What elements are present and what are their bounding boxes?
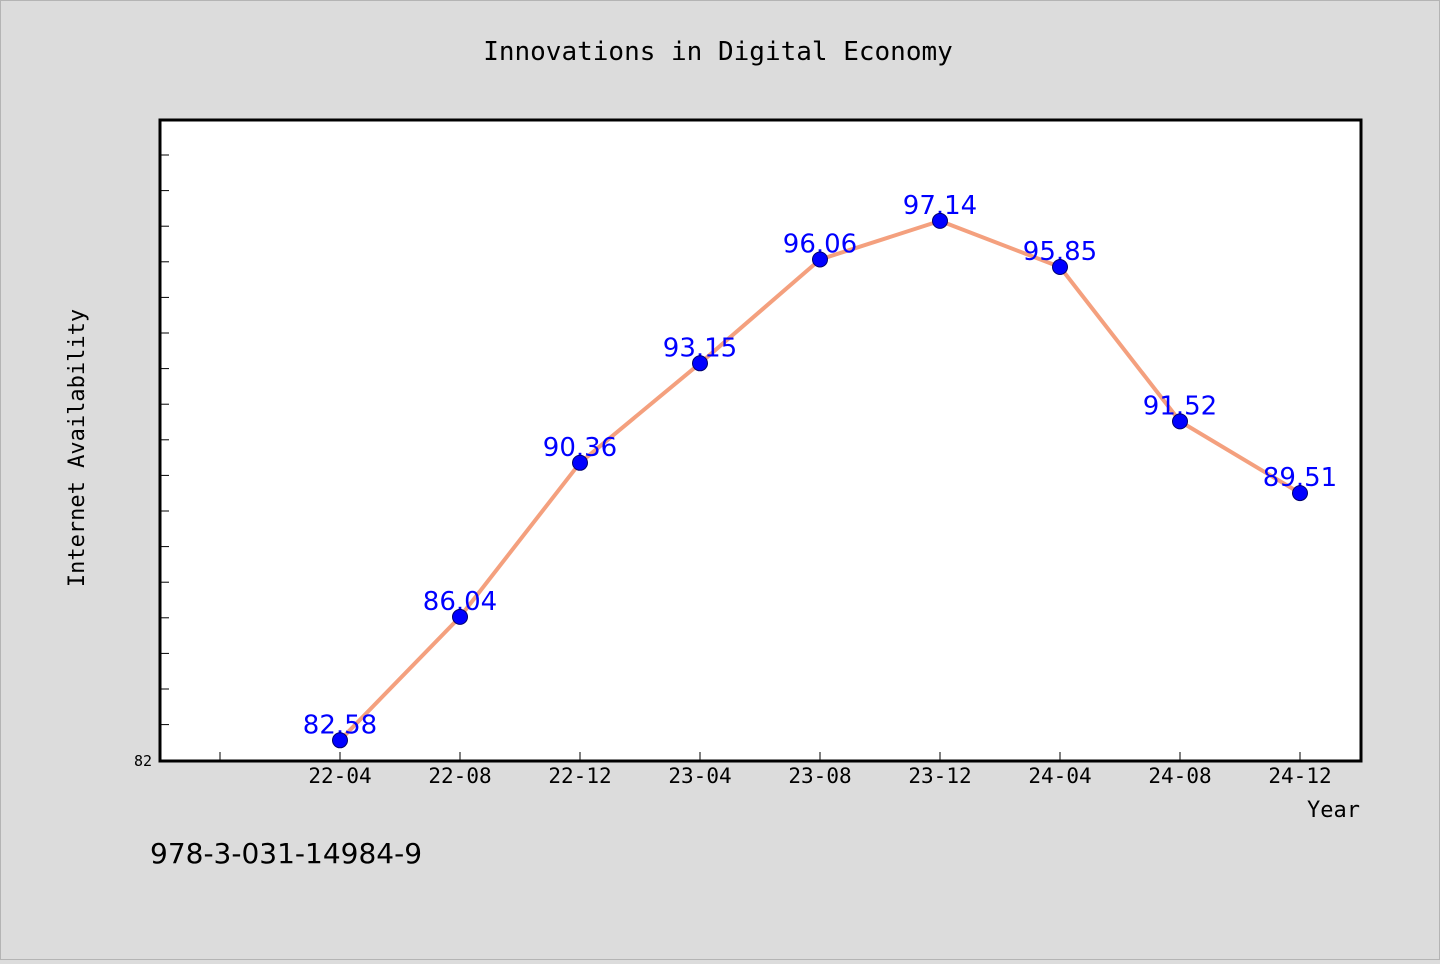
data-point (452, 608, 468, 625)
x-tick-label: 23-04 (668, 764, 731, 788)
x-tick-label: 22-04 (308, 764, 371, 788)
x-tick-label: 24-08 (1148, 764, 1211, 788)
x-tick-label: 23-08 (788, 764, 851, 788)
data-point (1052, 259, 1068, 275)
x-axis-label: Year (1307, 798, 1360, 823)
footer-isbn: 978-3-031-14984-9 (150, 837, 422, 870)
x-tick-label: 22-08 (428, 764, 491, 788)
data-point (332, 732, 348, 749)
plot-area (158, 118, 1363, 763)
data-point (932, 212, 948, 229)
data-point (1292, 485, 1308, 502)
x-tick-label: 23-12 (908, 764, 971, 788)
x-tick-label: 24-04 (1028, 764, 1091, 788)
x-tick-label: 24-12 (1268, 764, 1331, 788)
x-axis-ticks: 22-04 22-08 22-12 23-04 23-08 23-12 24-04 24-08… (219, 752, 1332, 788)
chart-title: Innovations in Digital Economy (483, 37, 953, 67)
series-layer: 82.5886.0490.3693.1596.0697.1495.8591.52… (303, 191, 1337, 749)
data-point (1172, 413, 1188, 430)
y-tick-label: 82 (134, 752, 152, 770)
data-point (692, 355, 708, 372)
y-axis-ticks (160, 154, 169, 761)
x-tick-label: 22-12 (548, 764, 611, 788)
data-point (812, 251, 828, 268)
data-point (572, 454, 588, 471)
y-axis-label: Internet Availability (65, 309, 90, 587)
